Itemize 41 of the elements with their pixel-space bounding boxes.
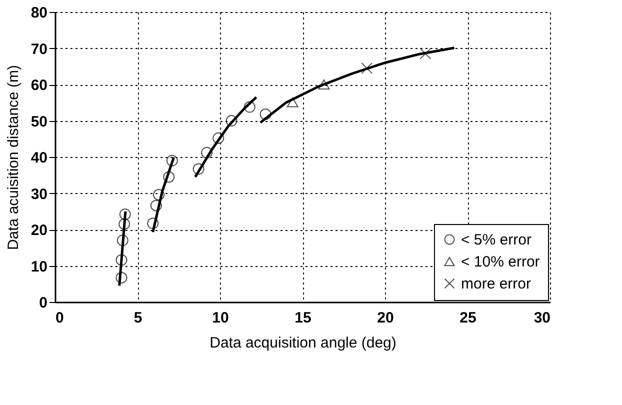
point <box>361 62 373 74</box>
y-tick-label: 10 <box>30 258 48 276</box>
y-tick-label: 50 <box>30 113 48 130</box>
point <box>116 254 128 266</box>
x-tick-label: 25 <box>460 310 476 326</box>
y-axis-title: Data acuisition distance (m) <box>4 64 22 250</box>
point <box>212 132 224 144</box>
point <box>226 115 238 126</box>
legend-label: more error <box>461 276 532 292</box>
point <box>147 218 159 230</box>
point <box>192 163 204 175</box>
x-tick-label: 20 <box>377 310 394 326</box>
point <box>119 208 131 220</box>
point <box>150 200 162 212</box>
y-tick-label: 40 <box>30 150 48 166</box>
point <box>201 146 213 158</box>
y-tick-label: 30 <box>30 186 48 203</box>
point <box>166 154 178 166</box>
point <box>420 48 432 60</box>
y-tick-label: 80 <box>30 4 48 22</box>
x-tick-label: 30 <box>534 310 550 326</box>
point <box>286 97 298 108</box>
y-tick-label: 20 <box>30 222 48 239</box>
point <box>244 101 256 113</box>
point <box>118 218 130 230</box>
x-tick-label: 15 <box>294 310 312 326</box>
y-tick-label: 0 <box>39 294 48 312</box>
y-tick-label: 70 <box>30 40 48 58</box>
x-axis-title: Data acquisition angle (deg) <box>210 334 396 352</box>
x-tick-label: 0 <box>56 310 64 326</box>
point <box>116 272 128 284</box>
point <box>163 171 175 183</box>
point <box>260 108 272 120</box>
point <box>116 234 128 246</box>
legend-label: < 10% error <box>461 254 540 270</box>
x-tick-label: 5 <box>134 310 142 326</box>
y-tick-label: 60 <box>30 77 48 94</box>
legend-label: < 5% error <box>461 232 532 248</box>
x-tick-label: 10 <box>212 310 229 326</box>
point <box>153 188 165 200</box>
point <box>318 79 330 90</box>
